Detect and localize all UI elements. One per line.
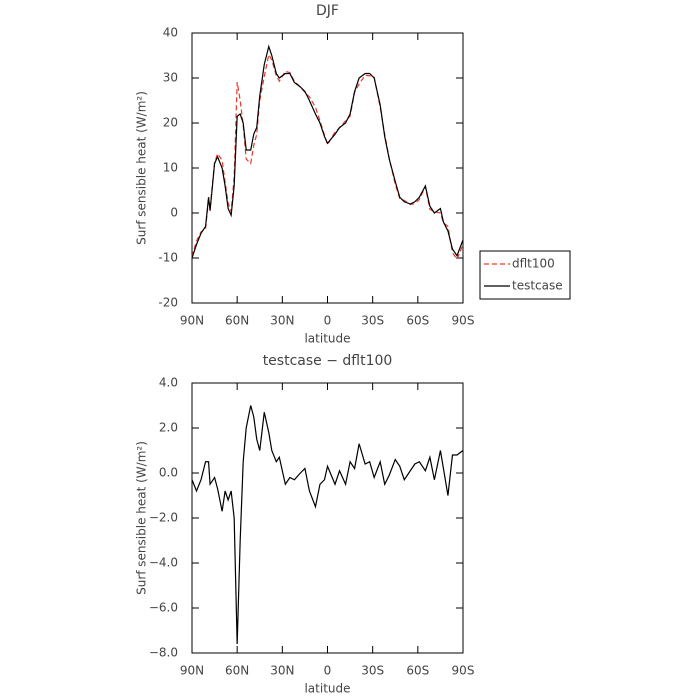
x-tick-label: 90S <box>452 664 475 678</box>
y-tick-label: −2.0 <box>149 511 178 525</box>
chart-title: DJF <box>316 3 339 19</box>
plot-frame <box>191 382 464 654</box>
y-tick-label: 0.0 <box>159 466 178 480</box>
x-tick-label: 90S <box>452 314 475 328</box>
y-tick-label: −4.0 <box>149 556 178 570</box>
x-tick-label: 30S <box>361 664 384 678</box>
x-tick-label: 90N <box>180 664 204 678</box>
x-tick-label: 0 <box>324 314 332 328</box>
x-tick-label: 0 <box>324 664 332 678</box>
plot-frame <box>191 32 464 304</box>
x-tick-label: 60N <box>225 314 249 328</box>
x-tick-label: 60S <box>406 664 429 678</box>
y-tick-label: 10 <box>163 161 178 175</box>
x-tick-label: 30N <box>270 664 294 678</box>
x-axis-label: latitude <box>304 332 350 346</box>
x-tick-label: 60S <box>406 314 429 328</box>
legend-box <box>479 250 571 300</box>
x-tick-label: 30N <box>270 314 294 328</box>
x-tick-label: 60N <box>225 664 249 678</box>
y-tick-label: −6.0 <box>149 601 178 615</box>
y-tick-label: 30 <box>163 71 178 85</box>
data-line <box>191 405 464 645</box>
data-line <box>191 44 464 259</box>
x-tick-label: 30S <box>361 314 384 328</box>
legend-label: testcase <box>512 279 563 293</box>
y-tick-label: 2.0 <box>159 421 178 435</box>
y-tick-label: -20 <box>158 296 178 310</box>
y-axis-label: Surf sensible heat (W/m²) <box>135 91 149 245</box>
data-line <box>191 52 464 261</box>
x-axis-label: latitude <box>304 682 350 696</box>
chart-title: testcase − dflt100 <box>263 353 393 369</box>
x-tick-label: 90N <box>180 314 204 328</box>
y-axis-label: Surf sensible heat (W/m²) <box>135 441 149 595</box>
y-tick-label: 20 <box>163 116 178 130</box>
legend-label: dflt100 <box>512 257 555 271</box>
y-tick-label: 0 <box>170 206 178 220</box>
y-tick-label: 4.0 <box>159 376 178 390</box>
y-tick-label: −8.0 <box>149 646 178 660</box>
y-tick-label: -10 <box>158 251 178 265</box>
y-tick-label: 40 <box>163 26 178 40</box>
